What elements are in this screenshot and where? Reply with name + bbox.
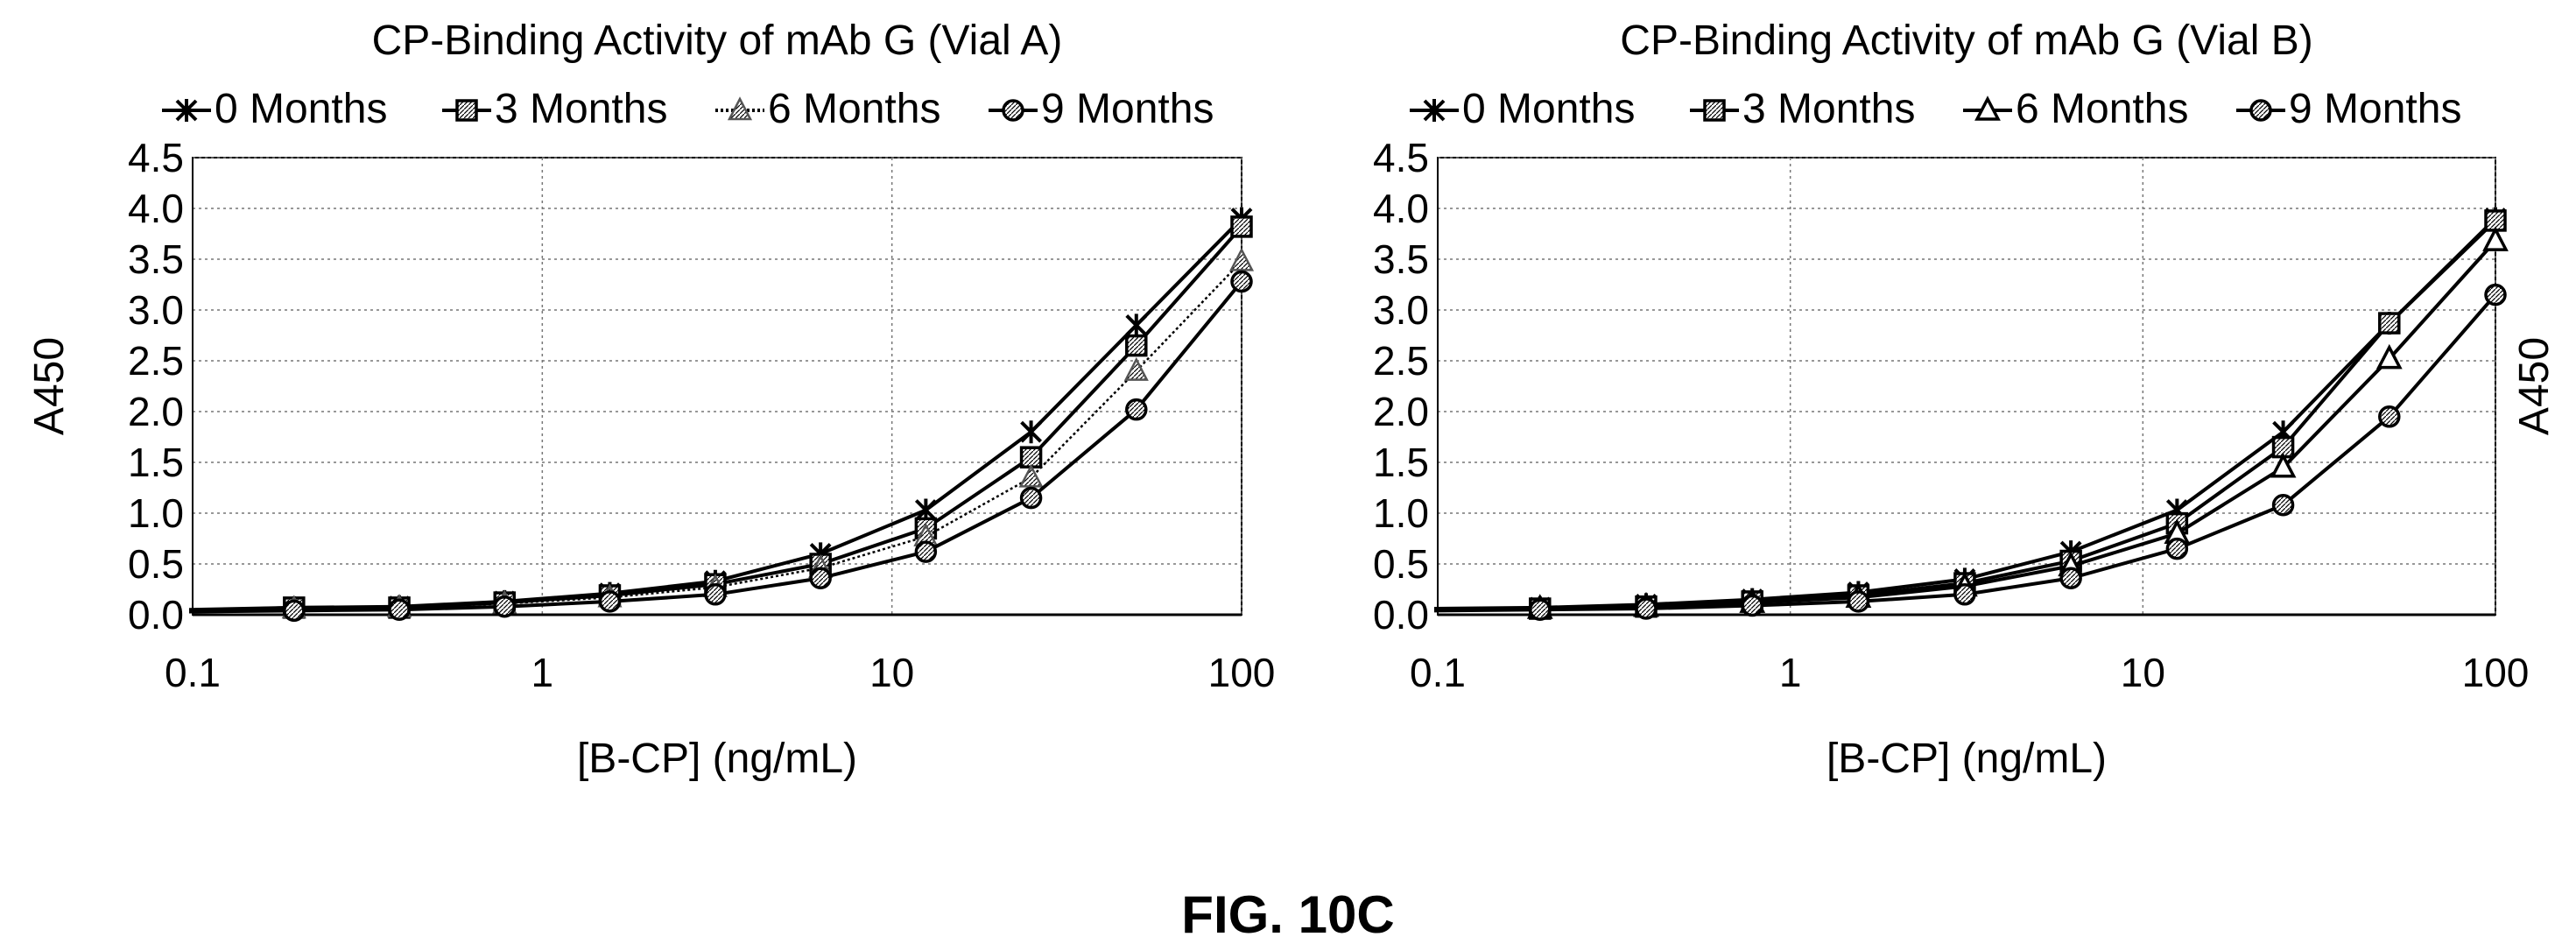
x-axis-label: [B-CP] (ng/mL) bbox=[577, 736, 857, 782]
legend-label: 3 Months bbox=[495, 86, 667, 132]
legend-marker bbox=[727, 96, 753, 121]
y-tick-label: 3.0 bbox=[128, 287, 184, 333]
legend-marker bbox=[1423, 99, 1446, 122]
data-point bbox=[1953, 583, 1976, 606]
x-tick-label: 1 bbox=[1779, 650, 1802, 695]
data-point bbox=[1020, 420, 1042, 444]
data-point bbox=[704, 583, 727, 606]
data-point bbox=[2270, 453, 2297, 478]
data-point bbox=[1529, 598, 1552, 621]
x-axis-label: [B-CP] (ng/mL) bbox=[1826, 736, 2107, 782]
x-tick-label: 0.1 bbox=[1410, 650, 1466, 695]
y-axis-label: A450 bbox=[2511, 337, 2558, 435]
chart-title: CP-Binding Activity of mAb G (Vial B) bbox=[1620, 18, 2312, 64]
x-tick-label: 100 bbox=[1208, 650, 1276, 695]
data-point bbox=[1741, 594, 1763, 617]
legend-label: 6 Months bbox=[768, 86, 940, 132]
legend-label: 9 Months bbox=[2289, 86, 2461, 132]
data-point bbox=[1019, 486, 1043, 510]
x-tick-label: 10 bbox=[869, 650, 914, 695]
legend-marker bbox=[2249, 99, 2272, 122]
data-point bbox=[1125, 398, 1148, 421]
legend-item: 3 Months bbox=[1690, 86, 1915, 132]
data-point bbox=[2165, 537, 2189, 560]
y-tick-label: 0.0 bbox=[1373, 592, 1429, 638]
chart-title: CP-Binding Activity of mAb G (Vial A) bbox=[372, 18, 1063, 64]
legend-item: 9 Months bbox=[2236, 86, 2461, 132]
data-point bbox=[2484, 283, 2507, 306]
x-tick-label: 0.1 bbox=[165, 650, 221, 695]
legend-label: 0 Months bbox=[1462, 86, 1635, 132]
legend-item: 6 Months bbox=[715, 86, 940, 132]
chart-1: CP-Binding Activity of mAb G (Vial A) 0 M… bbox=[26, 18, 1275, 782]
data-point bbox=[1230, 215, 1253, 238]
legend-marker bbox=[1974, 95, 2001, 121]
data-point bbox=[1847, 590, 1870, 613]
y-tick-label: 2.5 bbox=[1373, 338, 1429, 384]
data-point bbox=[283, 599, 306, 623]
data-point bbox=[2378, 312, 2401, 335]
legend-item: 0 Months bbox=[162, 86, 387, 132]
y-tick-label: 0.0 bbox=[128, 592, 184, 638]
y-tick-label: 1.0 bbox=[1373, 490, 1429, 536]
legend: 0 Months 3 Months 6 Months 9 Months bbox=[162, 86, 1214, 132]
plot-area bbox=[192, 157, 1242, 616]
charts-container: CP-Binding Activity of mAb G (Vial A) 0 M… bbox=[26, 18, 2558, 782]
x-tick-label: 1 bbox=[531, 650, 554, 695]
y-tick-label: 1.5 bbox=[1373, 440, 1429, 485]
y-tick-label: 3.5 bbox=[128, 236, 184, 282]
y-tick-label: 1.5 bbox=[128, 440, 184, 485]
series-9-months bbox=[188, 270, 1253, 623]
data-point bbox=[1123, 356, 1149, 381]
data-point bbox=[2271, 493, 2295, 517]
data-point bbox=[1018, 463, 1044, 488]
y-tick-label: 2.0 bbox=[128, 389, 184, 434]
data-point bbox=[2378, 405, 2401, 428]
figure-caption: FIG. 10C bbox=[1181, 885, 1394, 944]
legend-label: 0 Months bbox=[215, 86, 387, 132]
y-tick-label: 0.5 bbox=[1373, 541, 1429, 587]
legend: 0 Months 3 Months 6 Months 9 Months bbox=[1410, 86, 2461, 132]
data-point bbox=[1125, 313, 1148, 337]
data-point bbox=[2482, 226, 2509, 251]
y-tick-label: 1.0 bbox=[128, 490, 184, 536]
data-point bbox=[809, 567, 832, 589]
legend-label: 6 Months bbox=[2016, 86, 2188, 132]
y-tick-label: 2.0 bbox=[1373, 389, 1429, 434]
series-9-months bbox=[1433, 283, 2507, 621]
data-point bbox=[1230, 270, 1253, 293]
y-tick-label: 0.5 bbox=[128, 541, 184, 587]
y-tick-label: 3.5 bbox=[1373, 236, 1429, 282]
data-point bbox=[1635, 597, 1658, 620]
y-tick-label: 2.5 bbox=[128, 338, 184, 384]
legend-item: 9 Months bbox=[989, 86, 1214, 132]
data-point bbox=[2375, 343, 2403, 370]
data-point bbox=[388, 598, 411, 621]
x-tick-label: 10 bbox=[2121, 650, 2165, 695]
x-tick-label: 100 bbox=[2462, 650, 2530, 695]
data-point bbox=[2059, 567, 2082, 589]
legend-marker bbox=[1703, 99, 1726, 122]
y-axis-label: A450 bbox=[26, 337, 73, 435]
y-tick-label: 3.0 bbox=[1373, 287, 1429, 333]
data-point bbox=[1125, 334, 1148, 357]
legend-label: 9 Months bbox=[1041, 86, 1214, 132]
y-tick-label: 4.0 bbox=[1373, 186, 1429, 231]
chart-2: CP-Binding Activity of mAb G (Vial B) 0 M… bbox=[1373, 18, 2558, 782]
data-point bbox=[493, 595, 516, 618]
y-tick-label: 4.0 bbox=[128, 186, 184, 231]
legend-label: 3 Months bbox=[1742, 86, 1915, 132]
y-tick-label: 4.5 bbox=[128, 135, 184, 180]
data-point bbox=[1228, 247, 1255, 271]
y-tick-label: 4.5 bbox=[1373, 135, 1429, 180]
legend-item: 0 Months bbox=[1410, 86, 1635, 132]
data-point bbox=[598, 590, 622, 613]
legend-marker bbox=[175, 99, 198, 122]
legend-marker bbox=[1002, 99, 1024, 122]
legend-item: 6 Months bbox=[1963, 86, 2188, 132]
legend-item: 3 Months bbox=[442, 86, 667, 132]
legend-marker bbox=[455, 99, 478, 122]
data-point bbox=[914, 540, 938, 563]
